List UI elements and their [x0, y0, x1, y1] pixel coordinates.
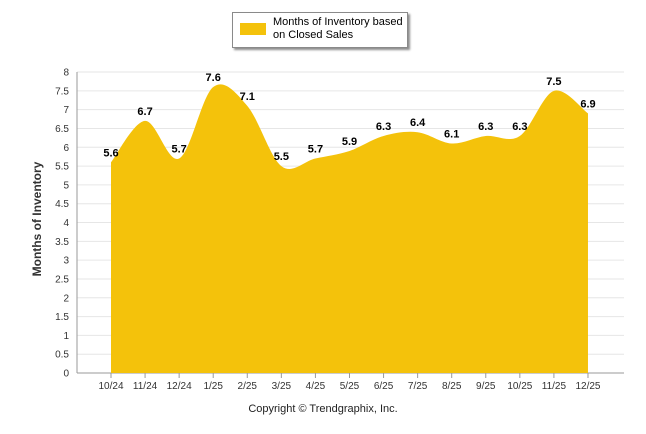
x-tick-label: 8/25 [442, 381, 462, 392]
y-tick-label: 3.5 [55, 237, 69, 248]
y-tick-label: 0.5 [55, 350, 69, 361]
y-tick-label: 4 [63, 218, 69, 229]
data-label: 6.9 [580, 98, 595, 110]
x-tick-label: 10/25 [507, 381, 532, 392]
copyright-text: Copyright © Trendgraphix, Inc. [248, 403, 398, 415]
data-label: 5.7 [308, 144, 323, 156]
legend: Months of Inventory based on Closed Sale… [232, 12, 408, 48]
x-tick-label: 2/25 [238, 381, 258, 392]
x-tick-label: 3/25 [272, 381, 292, 392]
data-label: 7.1 [240, 91, 255, 103]
y-tick-label: 6 [63, 143, 69, 154]
data-label: 5.6 [103, 147, 118, 159]
y-tick-label: 2.5 [55, 274, 69, 285]
x-tick-label: 4/25 [306, 381, 326, 392]
y-tick-label: 7 [63, 105, 69, 116]
y-tick-label: 5.5 [55, 162, 69, 173]
x-tick-label: 9/25 [476, 381, 496, 392]
data-label: 6.3 [512, 121, 527, 133]
y-axis-ticks: 0 0.5 1 1.5 2 2.5 3 3.5 4 4.5 5 5.5 6 6.5 7 7.5 8 [55, 68, 69, 380]
x-tick-label: 6/25 [374, 381, 394, 392]
x-tick-label: 1/25 [203, 381, 223, 392]
data-label: 7.5 [546, 76, 561, 88]
data-label: 5.5 [274, 151, 289, 163]
y-tick-label: 5 [63, 180, 69, 191]
x-tick-label: 11/25 [542, 381, 567, 392]
x-axis-ticks: 10/24 11/24 12/24 1/25 2/25 3/25 4/25 5/25 6/25 7… [98, 373, 601, 392]
data-labels: 5.6 6.7 5.7 7.6 7.1 5.5 5.7 5.9 6.3 6.4 6.1 6.3 6.3 7… [103, 72, 595, 163]
y-tick-label: 0 [63, 369, 69, 380]
data-label: 6.3 [478, 121, 493, 133]
x-tick-label: 5/25 [340, 381, 360, 392]
y-tick-label: 1 [63, 331, 69, 342]
y-tick-label: 6.5 [55, 124, 69, 135]
y-tick-label: 7.5 [55, 86, 69, 97]
y-axis-title: Months of Inventory [30, 161, 44, 277]
legend-label: Months of Inventory based on Closed Sale… [273, 16, 403, 41]
y-tick-label: 8 [63, 68, 69, 79]
data-label: 6.1 [444, 128, 459, 140]
data-label: 5.9 [342, 136, 357, 148]
data-label: 6.4 [410, 117, 426, 129]
y-tick-label: 3 [63, 256, 69, 267]
x-tick-label: 12/24 [167, 381, 192, 392]
data-label: 6.3 [376, 121, 391, 133]
data-label: 7.6 [206, 72, 221, 84]
legend-swatch [240, 23, 266, 35]
x-tick-label: 10/24 [98, 381, 123, 392]
data-label: 6.7 [137, 106, 152, 118]
area-series [111, 84, 588, 373]
area-fill [111, 84, 588, 373]
y-tick-label: 4.5 [55, 199, 69, 210]
y-tick-label: 1.5 [55, 312, 69, 323]
x-tick-label: 11/24 [133, 381, 158, 392]
data-label: 5.7 [171, 144, 186, 156]
x-tick-label: 12/25 [575, 381, 600, 392]
y-tick-label: 2 [63, 293, 69, 304]
x-tick-label: 7/25 [408, 381, 428, 392]
